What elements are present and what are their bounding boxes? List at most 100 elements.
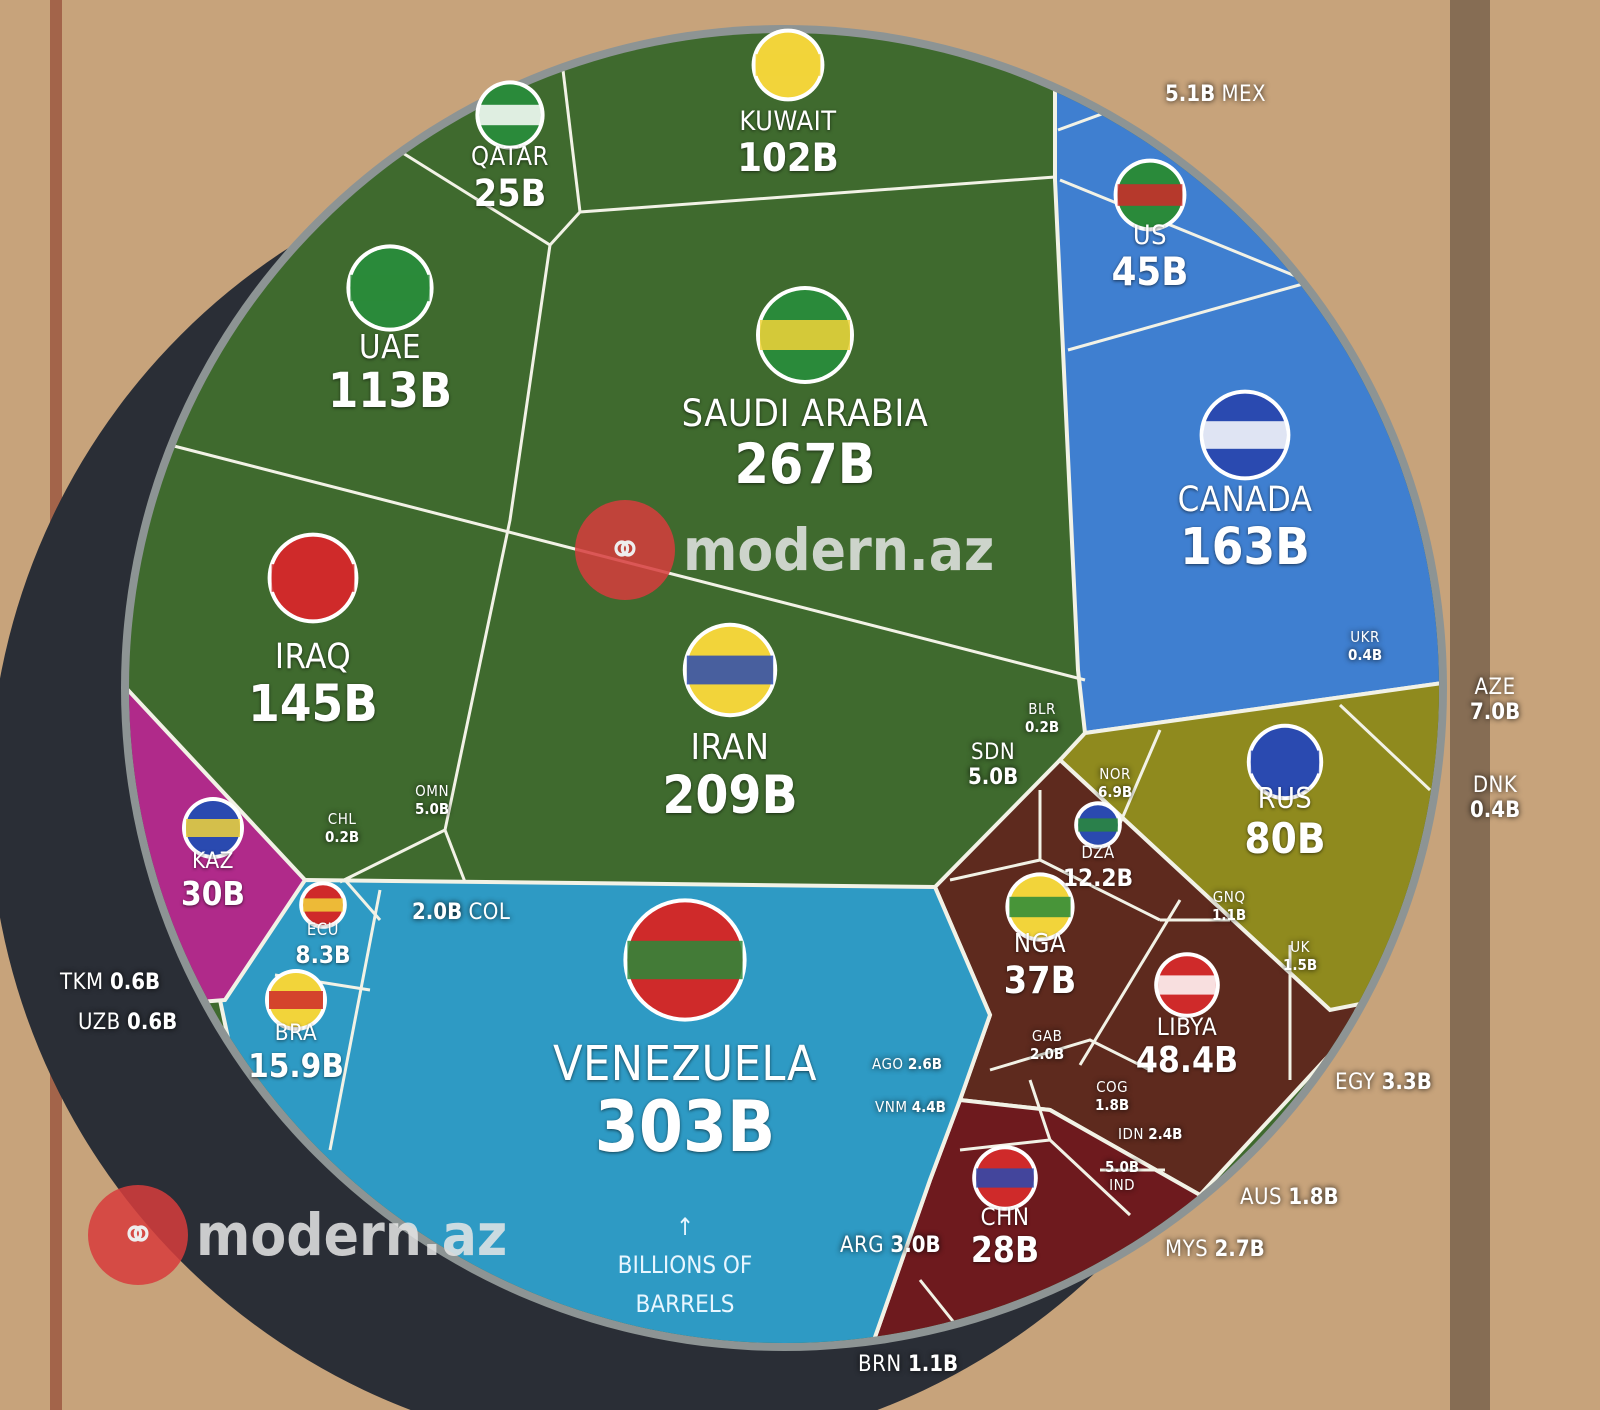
label-dnk: DNK 0.4B bbox=[1470, 773, 1520, 823]
reserve-value: 2.6B bbox=[907, 1055, 943, 1073]
reserve-value: 25B bbox=[473, 170, 547, 215]
country-name: CHL bbox=[327, 810, 357, 828]
reserve-value: 30B bbox=[181, 873, 245, 913]
cell-border bbox=[989, 1038, 1151, 1072]
label-omn: OMN 5.0B bbox=[415, 782, 449, 818]
cell-border bbox=[949, 858, 1161, 922]
label-iraq: IRAQ 145B bbox=[248, 640, 378, 729]
country-name: SDN bbox=[971, 740, 1016, 765]
country-name: SAUDI ARABIA bbox=[681, 391, 929, 435]
cell-border bbox=[389, 143, 551, 247]
reserve-value: 6.9B bbox=[1098, 783, 1133, 801]
cell-border bbox=[339, 244, 552, 884]
cell-border bbox=[1113, 729, 1162, 836]
label-ukr: UKR 0.4B bbox=[1348, 628, 1382, 664]
label-idn: IDN 2.4B bbox=[1118, 1125, 1182, 1143]
label-col: 2.0B COL bbox=[412, 900, 510, 925]
country-name: VNM bbox=[875, 1098, 908, 1116]
country-name: UAE bbox=[358, 327, 422, 366]
country-name: BLR bbox=[1028, 700, 1056, 718]
label-chn: CHN 28B bbox=[971, 1205, 1039, 1268]
reserve-value: 0.6B bbox=[109, 970, 161, 995]
flag-stripe bbox=[186, 819, 240, 837]
label-arg: ARG 3.0B bbox=[840, 1233, 941, 1258]
flag-stripe bbox=[303, 898, 343, 912]
reserve-value: 5.0B bbox=[1105, 1158, 1140, 1176]
reserve-value: 80B bbox=[1244, 813, 1326, 863]
cell-border bbox=[1338, 703, 1432, 792]
cell-border bbox=[558, 44, 582, 213]
label-ecu: ECU 8.3B bbox=[295, 921, 351, 969]
cell-border bbox=[1078, 899, 1182, 1066]
country-name: TKM bbox=[60, 970, 104, 995]
watermark: ⚭ modern.az bbox=[575, 500, 994, 600]
reserve-value: 267B bbox=[734, 431, 876, 496]
reserve-value: 48.4B bbox=[1135, 1040, 1239, 1081]
label-blr: BLR 0.2B bbox=[1025, 700, 1059, 736]
pipe bbox=[1450, 0, 1490, 1410]
country-name: QATAR bbox=[471, 142, 549, 172]
flag-stripe bbox=[1250, 750, 1320, 774]
reserve-value: 8.3B bbox=[295, 940, 351, 969]
cell-border bbox=[1067, 280, 1311, 352]
label-qatar: QATAR 25B bbox=[471, 142, 549, 215]
arrow-up-icon: ↑ bbox=[675, 1213, 695, 1241]
label-brn: BRN 1.1B bbox=[858, 1352, 958, 1377]
reserve-value: 45B bbox=[1111, 249, 1189, 295]
reserve-value: 303B bbox=[594, 1086, 776, 1168]
label-venezuela: VENEZUELA 303B bbox=[553, 1040, 817, 1162]
link-logo-icon: ⚭ bbox=[575, 500, 675, 600]
label-aus: AUS 1.8B bbox=[1240, 1185, 1339, 1210]
flag-stripe bbox=[271, 564, 355, 592]
reserve-value: 0.6B bbox=[127, 1010, 178, 1035]
flag-stripe bbox=[350, 274, 430, 302]
flag-stripe bbox=[1009, 896, 1071, 918]
cell-border bbox=[1028, 1079, 1052, 1141]
label-cog: COG 1.8B bbox=[1095, 1078, 1129, 1114]
label-uzb: UZB 0.6B bbox=[78, 1010, 177, 1035]
cell-border bbox=[959, 1138, 1132, 1217]
reserve-value: 113B bbox=[327, 363, 453, 419]
country-name: DNK bbox=[1472, 773, 1518, 798]
flag-stripe bbox=[1203, 421, 1287, 449]
country-name: LIBYA bbox=[1156, 1013, 1218, 1041]
country-name: OMN bbox=[415, 782, 450, 800]
label-gab: GAB 2.0B bbox=[1030, 1027, 1064, 1063]
label-nor: NOR 6.9B bbox=[1098, 765, 1132, 801]
country-name: UK bbox=[1290, 938, 1310, 956]
flag-stripe bbox=[1158, 975, 1216, 995]
country-name: UKR bbox=[1350, 628, 1380, 646]
label-kuwait: KUWAIT 102B bbox=[737, 108, 838, 179]
label-rus: RUS 80B bbox=[1244, 782, 1326, 863]
country-name: RUS bbox=[1257, 782, 1313, 815]
unit-annotation: ↑ BILLIONS OF BARRELS bbox=[615, 1208, 755, 1323]
country-name: AUS bbox=[1240, 1185, 1283, 1210]
reserve-value: 1.1B bbox=[907, 1352, 959, 1377]
flag-stripe bbox=[755, 54, 821, 76]
country-name: MYS bbox=[1165, 1237, 1209, 1262]
label-mex: 5.1B MEX bbox=[1165, 82, 1266, 107]
country-name: ARG bbox=[840, 1233, 885, 1258]
reserve-value: 2.7B bbox=[1214, 1237, 1265, 1262]
watermark: ⚭ modern.az bbox=[88, 1185, 507, 1285]
country-name: CHN bbox=[980, 1203, 1030, 1231]
label-ind: 5.0B IND bbox=[1105, 1158, 1139, 1194]
label-libya: LIBYA 48.4B bbox=[1136, 1015, 1238, 1078]
reserve-value: 209B bbox=[662, 765, 798, 826]
reserve-value: 7.0B bbox=[1470, 700, 1521, 725]
country-name: NGA bbox=[1013, 929, 1067, 959]
label-egy: EGY 3.3B bbox=[1335, 1070, 1432, 1095]
country-name: COL bbox=[468, 900, 511, 925]
reserve-value: 4.4B bbox=[911, 1098, 946, 1116]
label-kaz: KAZ 30B bbox=[181, 850, 245, 910]
country-name: GAB bbox=[1031, 1027, 1063, 1045]
country-name: AZE bbox=[1474, 675, 1516, 700]
label-us: US 45B bbox=[1112, 222, 1189, 293]
label-bra: BRA 15.9B bbox=[248, 1022, 344, 1082]
flag-stripe bbox=[1078, 818, 1118, 832]
country-name: IRAN bbox=[690, 727, 770, 768]
label-gnq: GNQ 1.1B bbox=[1212, 888, 1246, 924]
reserve-value: 37B bbox=[1003, 957, 1077, 1002]
